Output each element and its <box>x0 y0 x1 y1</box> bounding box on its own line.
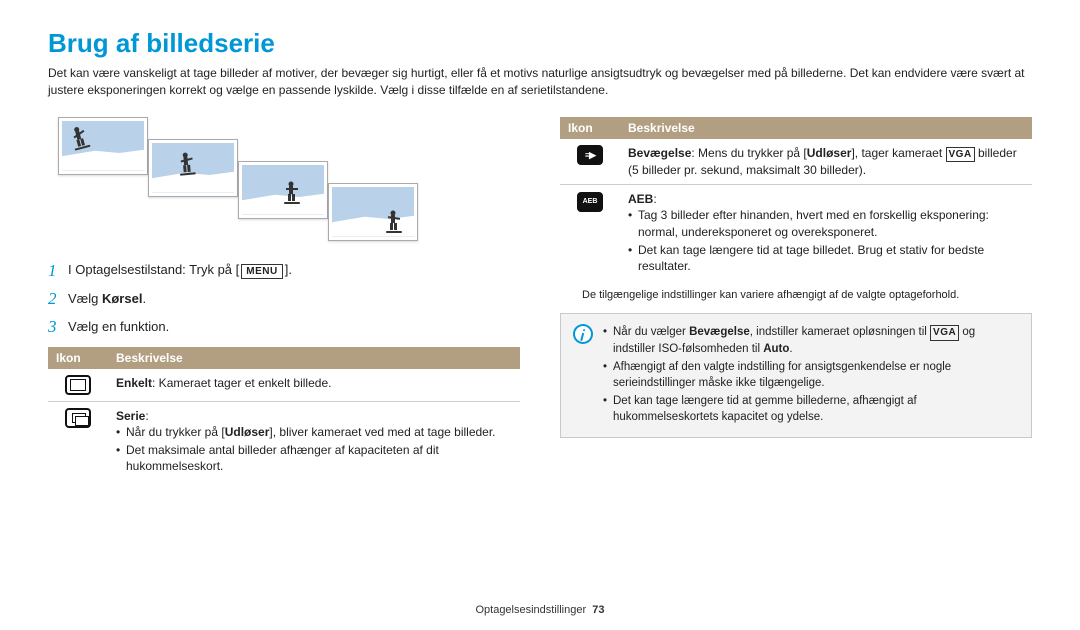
ib1-b2: Auto <box>763 343 789 355</box>
steps-list: 1 I Optagelsestilstand: Tryk på [MENU]. … <box>48 261 520 337</box>
list-item: Det maksimale antal billeder afhænger af… <box>116 442 512 474</box>
step-3: 3 Vælg en funktion. <box>48 317 520 337</box>
aeb-icon <box>577 192 603 212</box>
ib1-b1: Bevægelse <box>689 326 750 338</box>
table-row: AEB: Tag 3 billeder efter hinanden, hver… <box>560 185 1032 282</box>
step-1: 1 I Optagelsestilstand: Tryk på [MENU]. <box>48 261 520 281</box>
bev-bold2: Udløser <box>807 146 852 160</box>
frame-3 <box>238 161 328 219</box>
page-footer: Optagelsesindstillinger 73 <box>0 604 1080 616</box>
left-table: Ikon Beskrivelse Enkelt: Kameraet tager … <box>48 347 520 483</box>
footer-section: Optagelsesindstillinger <box>475 604 586 616</box>
right-column: Ikon Beskrivelse Bevægelse: Mens du tryk… <box>560 117 1032 489</box>
aeb-post: : <box>653 192 656 206</box>
series-icon <box>65 408 91 428</box>
availability-note: De tilgængelige indstillinger kan varier… <box>582 288 1032 302</box>
table-row: Bevægelse: Mens du trykker på [Udløser],… <box>560 139 1032 185</box>
vga-label-2: VGA <box>930 325 959 341</box>
serie-b1-bold: Udløser <box>225 425 270 439</box>
table-row: Serie: Når du trykker på [Udløser], bliv… <box>48 401 520 482</box>
step-3-text: Vælg en funktion. <box>68 319 169 334</box>
single-icon <box>65 375 91 395</box>
list-item: Tag 3 billeder efter hinanden, hvert med… <box>628 207 1024 239</box>
serie-bold: Serie <box>116 409 145 423</box>
ib1-mid: , indstiller kameraet opløsningen til <box>750 326 930 338</box>
list-item: Når du vælger Bevægelse, indstiller kame… <box>603 324 1019 357</box>
list-item: Det kan tage længere tid at tage billede… <box>628 242 1024 274</box>
enkelt-text: : Kameraet tager et enkelt billede. <box>152 376 331 390</box>
serie-post: : <box>145 409 148 423</box>
menu-button-label: MENU <box>241 264 282 279</box>
bev-mid1: : Mens du trykker på [ <box>691 146 806 160</box>
th-desc-left: Beskrivelse <box>108 347 520 369</box>
motion-icon <box>577 145 603 165</box>
info-box: Når du vælger Bevægelse, indstiller kame… <box>560 313 1032 438</box>
th-icon-left: Ikon <box>48 347 108 369</box>
bev-bold: Bevægelse <box>628 146 691 160</box>
list-item: Det kan tage længere tid at gemme billed… <box>603 393 1019 425</box>
step-2-pre: Vælg <box>68 291 102 306</box>
footer-page: 73 <box>592 604 604 616</box>
step-1-post: ]. <box>285 262 292 277</box>
vga-label-1: VGA <box>946 147 975 163</box>
step-2-post: . <box>142 291 146 306</box>
frame-1 <box>58 117 148 175</box>
th-icon-right: Ikon <box>560 117 620 139</box>
step-2-bold: Kørsel <box>102 291 142 306</box>
serie-b1-post: ], bliver kameraet ved med at tage bille… <box>269 425 495 439</box>
page-title: Brug af billedserie <box>48 28 1032 59</box>
list-item: Når du trykker på [Udløser], bliver kame… <box>116 424 512 440</box>
intro-text: Det kan være vanskeligt at tage billeder… <box>48 65 1032 99</box>
frame-2 <box>148 139 238 197</box>
step-1-pre: I Optagelsestilstand: Tryk på [ <box>68 262 239 277</box>
info-icon <box>571 321 595 345</box>
enkelt-bold: Enkelt <box>116 376 152 390</box>
aeb-bold: AEB <box>628 192 653 206</box>
serie-b1-pre: Når du trykker på [ <box>126 425 225 439</box>
ib1-pre: Når du vælger <box>613 326 689 338</box>
illustration-stairs <box>58 117 520 237</box>
ib1-post: . <box>789 343 792 355</box>
right-table: Ikon Beskrivelse Bevægelse: Mens du tryk… <box>560 117 1032 283</box>
frame-4 <box>328 183 418 241</box>
th-desc-right: Beskrivelse <box>620 117 1032 139</box>
list-item: Afhængigt af den valgte indstilling for … <box>603 359 1019 391</box>
left-column: 1 I Optagelsestilstand: Tryk på [MENU]. … <box>48 117 520 489</box>
table-row: Enkelt: Kameraet tager et enkelt billede… <box>48 369 520 402</box>
bev-mid2: ], tager kameraet <box>851 146 945 160</box>
step-2: 2 Vælg Kørsel. <box>48 289 520 309</box>
